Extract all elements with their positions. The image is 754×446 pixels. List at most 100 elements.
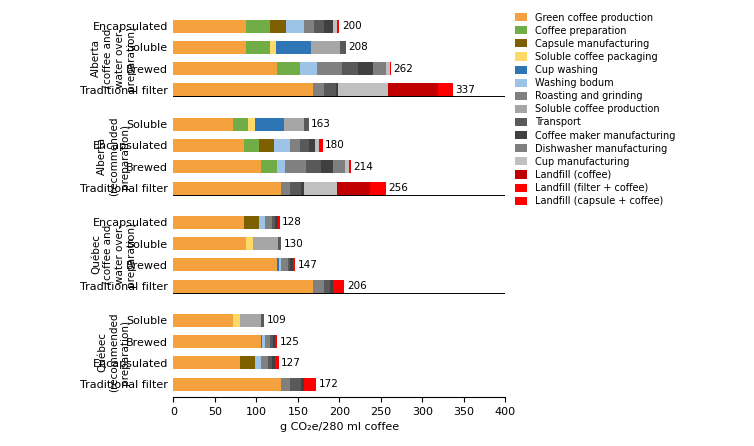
- Bar: [173, 41, 247, 54]
- Bar: [255, 118, 284, 131]
- Bar: [290, 182, 301, 195]
- Bar: [173, 118, 233, 131]
- Bar: [173, 280, 313, 293]
- Bar: [390, 62, 391, 75]
- Bar: [306, 160, 321, 173]
- Text: 256: 256: [388, 183, 408, 193]
- Bar: [261, 160, 277, 173]
- Bar: [304, 378, 316, 391]
- Bar: [173, 356, 240, 369]
- Text: Alberta
(coffee and
water over-
preparation): Alberta (coffee and water over- preparat…: [91, 25, 136, 91]
- Bar: [315, 139, 320, 152]
- Bar: [321, 160, 333, 173]
- Text: 214: 214: [354, 162, 373, 172]
- Bar: [373, 62, 386, 75]
- Bar: [244, 139, 259, 152]
- Bar: [277, 258, 279, 272]
- Bar: [233, 314, 240, 327]
- Text: 200: 200: [342, 21, 361, 31]
- Text: Québec
(recommended
preparation): Québec (recommended preparation): [97, 313, 130, 392]
- Bar: [287, 20, 305, 33]
- Bar: [305, 20, 314, 33]
- Bar: [320, 139, 323, 152]
- Bar: [333, 280, 345, 293]
- Bar: [281, 182, 290, 195]
- Text: 125: 125: [280, 337, 299, 347]
- Bar: [255, 356, 262, 369]
- Bar: [173, 160, 261, 173]
- Bar: [308, 139, 315, 152]
- Bar: [261, 314, 264, 327]
- Bar: [265, 215, 272, 229]
- Bar: [173, 139, 244, 152]
- Text: 163: 163: [311, 119, 331, 129]
- Bar: [173, 335, 261, 348]
- Bar: [270, 41, 276, 54]
- Bar: [262, 356, 268, 369]
- Bar: [388, 83, 438, 97]
- Bar: [342, 62, 358, 75]
- Text: 337: 337: [455, 85, 475, 95]
- Bar: [275, 335, 277, 348]
- Bar: [270, 20, 287, 33]
- Text: 206: 206: [347, 281, 366, 291]
- Bar: [247, 237, 253, 250]
- Bar: [276, 41, 311, 54]
- Text: 147: 147: [298, 260, 317, 270]
- Bar: [253, 237, 278, 250]
- Bar: [278, 215, 280, 229]
- Bar: [290, 258, 293, 272]
- Bar: [274, 139, 290, 152]
- Bar: [284, 118, 305, 131]
- Text: 262: 262: [394, 64, 413, 74]
- Bar: [349, 160, 351, 173]
- Bar: [268, 356, 272, 369]
- Bar: [345, 160, 349, 173]
- Bar: [324, 280, 330, 293]
- Bar: [275, 215, 278, 229]
- Bar: [288, 258, 290, 272]
- Bar: [285, 160, 306, 173]
- Text: 109: 109: [266, 315, 286, 325]
- Bar: [247, 41, 270, 54]
- Bar: [293, 258, 296, 272]
- Bar: [173, 20, 247, 33]
- Bar: [336, 83, 339, 97]
- Text: 208: 208: [348, 42, 368, 53]
- Bar: [324, 20, 333, 33]
- Bar: [173, 62, 277, 75]
- Bar: [259, 215, 265, 229]
- Text: 172: 172: [319, 379, 339, 389]
- Bar: [271, 335, 273, 348]
- Bar: [261, 335, 262, 348]
- Bar: [244, 215, 259, 229]
- Bar: [358, 62, 373, 75]
- Bar: [265, 335, 271, 348]
- Text: 130: 130: [284, 239, 303, 248]
- Text: 128: 128: [282, 217, 302, 227]
- Bar: [311, 41, 340, 54]
- Bar: [233, 118, 248, 131]
- Bar: [333, 160, 345, 173]
- Bar: [317, 62, 342, 75]
- Bar: [272, 356, 274, 369]
- Bar: [333, 20, 337, 33]
- Bar: [277, 160, 285, 173]
- Bar: [304, 182, 337, 195]
- X-axis label: g CO₂e/280 ml coffee: g CO₂e/280 ml coffee: [280, 422, 399, 432]
- Bar: [240, 356, 255, 369]
- Bar: [281, 258, 288, 272]
- Bar: [247, 20, 270, 33]
- Bar: [173, 378, 281, 391]
- Bar: [272, 215, 275, 229]
- Bar: [382, 182, 386, 195]
- Bar: [330, 280, 333, 293]
- Bar: [370, 182, 382, 195]
- Bar: [173, 237, 247, 250]
- Legend: Green coffee production, Coffee preparation, Capsule manufacturing, Soluble coff: Green coffee production, Coffee preparat…: [513, 11, 677, 208]
- Bar: [300, 62, 317, 75]
- Bar: [273, 335, 275, 348]
- Bar: [290, 139, 300, 152]
- Bar: [324, 83, 336, 97]
- Bar: [313, 280, 324, 293]
